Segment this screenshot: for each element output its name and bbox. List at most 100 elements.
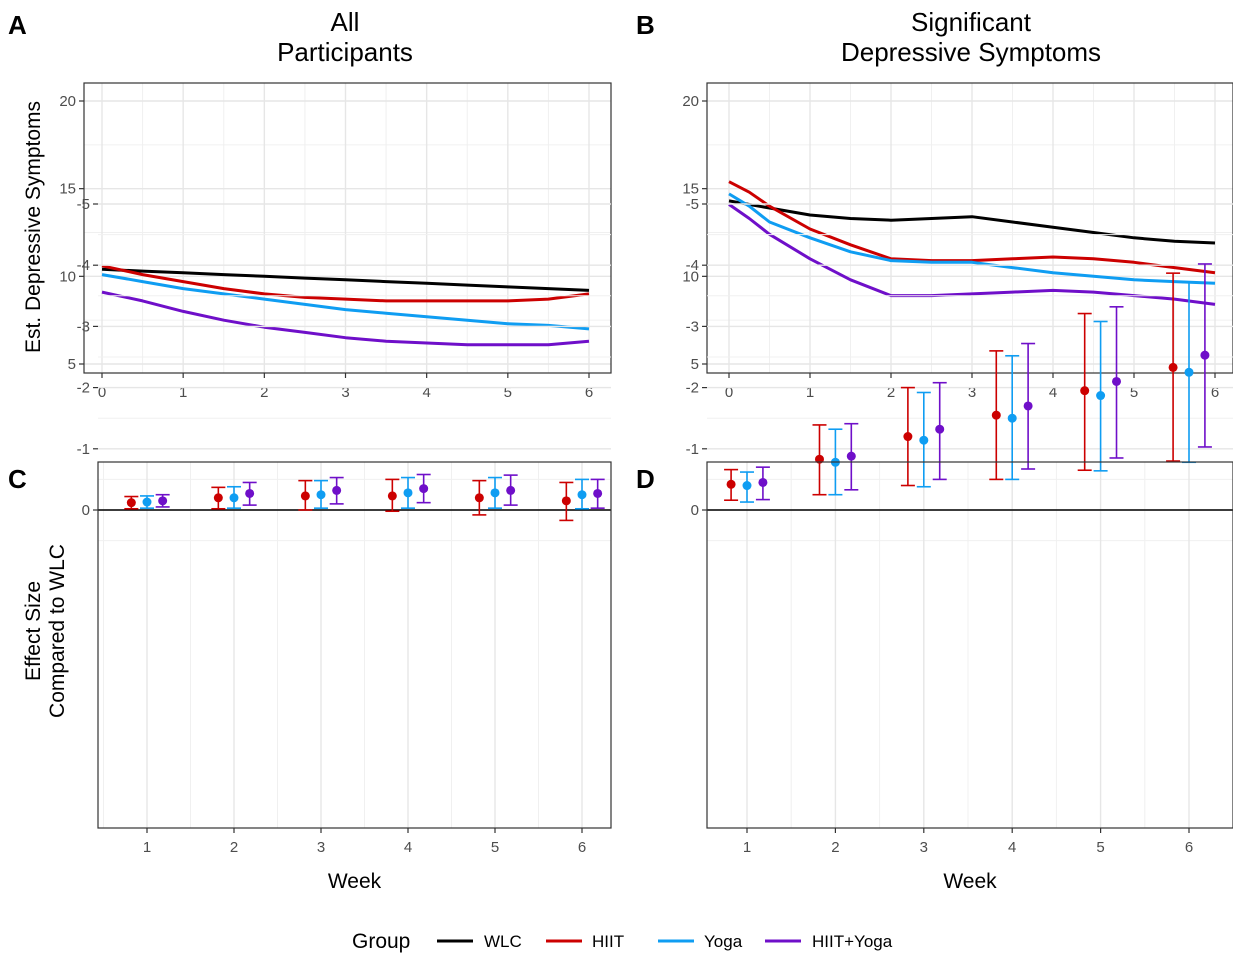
series-line-hiit-yoga [728,203,1216,306]
data-point [213,493,223,503]
x-tick-label: 3 [968,384,976,401]
data-point [229,493,239,503]
series-yoga [140,476,589,510]
x-tick-label: 6 [585,384,593,401]
x-tick-label: 5 [1096,839,1104,856]
data-point [332,485,342,495]
series-hiit [124,478,574,522]
x-tick-label: 0 [98,384,106,401]
panel-title: All [331,7,360,37]
x-tick-label: 4 [1008,839,1016,856]
y-tick-label: -5 [77,196,90,213]
plot-background [98,462,611,828]
x-tick-label: 5 [1130,384,1138,401]
data-point [1184,367,1194,377]
data-point [387,491,397,501]
series-hiit [724,272,1181,502]
plot-background [707,83,1233,373]
y-tick-label: 20 [59,93,76,110]
x-tick-label: 2 [260,384,268,401]
y-tick-label: 0 [691,502,699,519]
x-tick-label: 3 [341,384,349,401]
data-point [561,496,571,506]
data-point [490,488,500,498]
data-point [1096,391,1106,401]
data-point [935,424,945,434]
x-tick-label: 6 [1185,839,1193,856]
data-point [300,491,310,501]
x-tick-label: 2 [887,384,895,401]
data-point [1200,350,1210,360]
data-point [742,481,752,491]
y-tick-label: -3 [77,318,90,335]
x-tick-label: 0 [725,384,733,401]
series-line-hiit [728,180,1216,275]
series-yoga [740,281,1196,503]
data-point [726,479,736,489]
data-point [577,490,587,500]
y-axis-label: Effect Size [22,581,45,681]
x-tick-label: 2 [230,839,238,856]
y-tick-label: -3 [686,318,699,335]
data-point [316,490,326,500]
data-point [593,488,603,498]
data-point [919,435,929,445]
y-tick-label: 20 [682,93,699,110]
panel-c: 1 2 3 4 5 6 0 -1 -2 -3 -4 -5 C Effect Size Compared to… [8,196,612,893]
data-point [142,497,152,507]
legend-label: HIIT+Yoga [812,932,893,951]
y-tick-label: -2 [686,380,699,397]
x-tick-label: 1 [806,384,814,401]
panel-border [706,82,1233,374]
panel-letter: C [8,464,27,494]
data-point [1023,401,1033,411]
legend-label: HIIT [592,932,624,951]
data-point [506,485,516,495]
data-point [1168,362,1178,372]
x-tick-label: 3 [317,839,325,856]
plot-background [707,462,1233,828]
y-tick-label: -2 [77,380,90,397]
x-tick-label: 5 [504,384,512,401]
y-tick-label: 15 [59,181,76,198]
x-tick-label: 4 [404,839,412,856]
series-line-wlc [101,267,590,292]
series-line-wlc [728,199,1216,245]
x-tick-label: 3 [920,839,928,856]
x-tick-label: 5 [491,839,499,856]
series-line-hiit-yoga [101,290,590,347]
data-point [474,493,484,503]
x-tick-label: 6 [578,839,586,856]
data-point [158,496,168,506]
y-tick-label: 15 [682,181,699,198]
x-tick-label: 6 [1211,384,1219,401]
data-point [903,432,913,442]
panel-letter: A [8,10,27,40]
x-tick-label: 1 [179,384,187,401]
y-tick-label: -1 [77,441,90,458]
legend-title: Group [352,930,410,953]
y-axis-label: Est. Depressive Symptoms [22,101,45,353]
data-point [1007,413,1017,423]
data-point [245,488,255,498]
y-tick-label: -4 [686,257,699,274]
x-tick-label: 1 [743,839,751,856]
data-point [1112,376,1122,386]
gridlines [707,83,1233,373]
plot-background [84,83,611,373]
x-axis-label: Week [943,870,997,893]
x-tick-label: 4 [1049,384,1057,401]
panel-title: Significant [911,7,1032,37]
series-line-yoga [101,273,590,331]
y-tick-label: -1 [686,441,699,458]
y-tick-label: -4 [77,257,90,274]
data-point [1080,386,1090,396]
series-hiit-yoga [755,263,1212,501]
panel-border [706,461,1233,829]
panel-letter: D [636,464,655,494]
data-point [403,488,413,498]
gridlines [84,83,611,373]
y-tick-label: -5 [686,196,699,213]
panel-title: Participants [277,37,413,67]
